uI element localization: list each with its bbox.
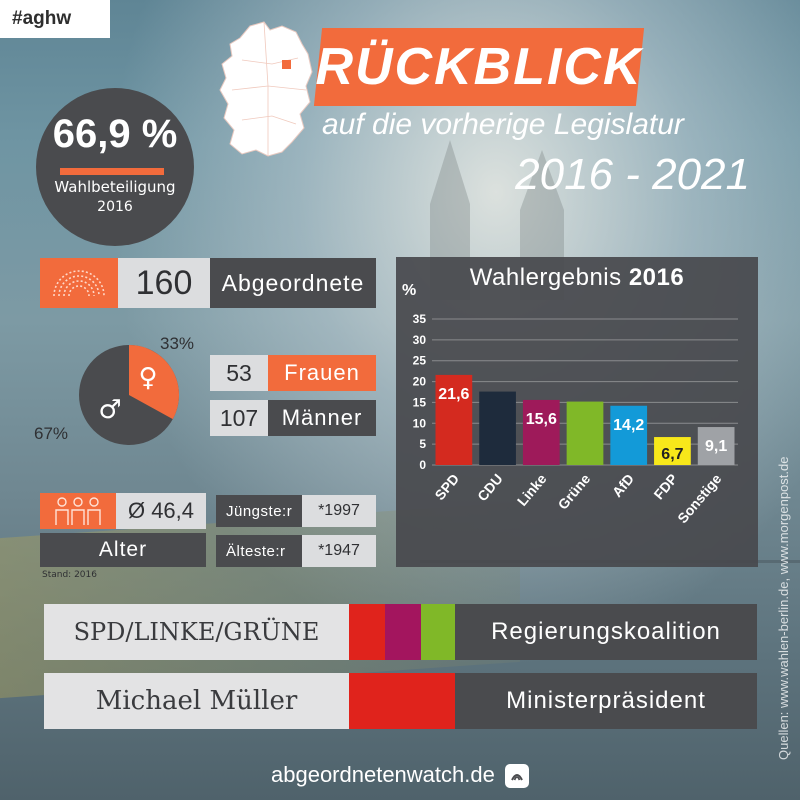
- men-count: 107: [210, 400, 268, 436]
- gender-pie-chart: ♀ ♂: [79, 345, 179, 445]
- female-percentage: 33%: [160, 334, 195, 353]
- footer: abgeordnetenwatch.de: [0, 762, 800, 789]
- head-of-government-party-color: [349, 673, 455, 729]
- y-tick-label: 20: [413, 375, 427, 389]
- y-axis-label: %: [402, 282, 416, 299]
- seats-icon-box: [40, 258, 118, 308]
- chart-title-year: 2016: [628, 264, 685, 291]
- age-icon-box: [40, 493, 116, 529]
- berlin-marker: [282, 60, 291, 69]
- x-tick-label: SPD: [431, 471, 462, 503]
- x-tick-label: Sonstige: [674, 470, 724, 526]
- coalition-color-linke: [385, 604, 421, 660]
- bar-linke: [522, 399, 560, 465]
- head-of-government-name: Michael Müller: [44, 673, 349, 729]
- data-label: 9,1: [705, 438, 727, 455]
- oldest-value: *1947: [302, 535, 376, 567]
- data-label: 6,7: [661, 446, 683, 463]
- legislature-period: 2016 - 2021: [515, 150, 750, 199]
- age-label: Alter: [40, 533, 206, 567]
- female-symbol-icon: ♀: [138, 363, 157, 393]
- germany-map-icon: [219, 21, 313, 157]
- chart-title: Wahlergebnis 2016: [396, 264, 758, 292]
- bar-fdp: [654, 437, 691, 465]
- election-result-chart: % 0 5 10 15 20 25 30 35 21,6 SPD CDU 15,6 Linke Grüne 1…: [402, 282, 738, 526]
- coalition-parties: SPD/LINKE/GRÜNE: [44, 604, 349, 660]
- average-age: Ø 46,4: [116, 493, 206, 529]
- y-tick-label: 0: [419, 458, 426, 472]
- x-tick-label: FDP: [650, 471, 680, 503]
- x-tick-label: AfD: [609, 471, 637, 500]
- x-tick-label: CDU: [474, 471, 506, 505]
- y-tick-label: 35: [413, 312, 427, 326]
- men-label: Männer: [268, 400, 376, 436]
- x-tick-label: Linke: [514, 470, 550, 508]
- male-percentage: 67%: [34, 424, 69, 443]
- youngest-label: Jüngste:r: [216, 495, 302, 527]
- bar-grüne: [566, 401, 604, 465]
- turnout-year: 2016: [97, 199, 133, 215]
- data-date-note: Stand: 2016: [42, 570, 97, 580]
- sources-note: Quellen: www.wahlen-berlin.de, www.morge…: [776, 456, 791, 761]
- female-slice: [129, 345, 179, 420]
- abgeordnetenwatch-logo-icon: [504, 764, 529, 789]
- y-tick-label: 30: [413, 333, 427, 347]
- turnout-label: Wahlbeteiligung: [54, 178, 176, 196]
- turnout-value: 66,9 %: [52, 112, 178, 156]
- oldest-label: Älteste:r: [216, 535, 302, 567]
- youngest-value: *1997: [302, 495, 376, 527]
- data-label: 21,6: [438, 386, 469, 403]
- parliament-icon: [53, 270, 105, 297]
- seats-label: Abgeordnete: [210, 258, 376, 308]
- women-count: 53: [210, 355, 268, 391]
- male-symbol-icon: ♂: [98, 395, 121, 425]
- data-label: 14,2: [613, 417, 644, 434]
- people-icon: [55, 497, 101, 525]
- bar-cdu: [479, 391, 516, 465]
- hashtag-badge: #aghw: [0, 0, 110, 38]
- y-tick-label: 10: [413, 416, 427, 430]
- x-tick-label: Grüne: [555, 470, 594, 512]
- bar-afd: [610, 405, 648, 465]
- bar-spd: [435, 374, 473, 465]
- y-tick-label: 25: [413, 354, 427, 368]
- data-label: 15,6: [526, 411, 557, 428]
- coalition-color-gruene: [421, 604, 455, 660]
- turnout-circle: [36, 88, 194, 246]
- coalition-color-spd: [349, 604, 385, 660]
- women-label: Frauen: [268, 355, 376, 391]
- seats-value: 160: [118, 258, 210, 308]
- y-tick-label: 5: [419, 437, 426, 451]
- turnout-underline: [60, 168, 164, 175]
- bar-sonstige: [697, 427, 735, 465]
- coalition-label: Regierungskoalition: [455, 604, 757, 660]
- page-subtitle: auf die vorherige Legislatur: [322, 108, 684, 141]
- page-title: RÜCKBLICK: [315, 38, 643, 96]
- footer-brand: abgeordnetenwatch.de: [271, 762, 495, 787]
- y-tick-label: 15: [413, 395, 427, 409]
- head-of-government-label: Ministerpräsident: [455, 673, 757, 729]
- chart-title-text: Wahlergebnis: [469, 264, 622, 291]
